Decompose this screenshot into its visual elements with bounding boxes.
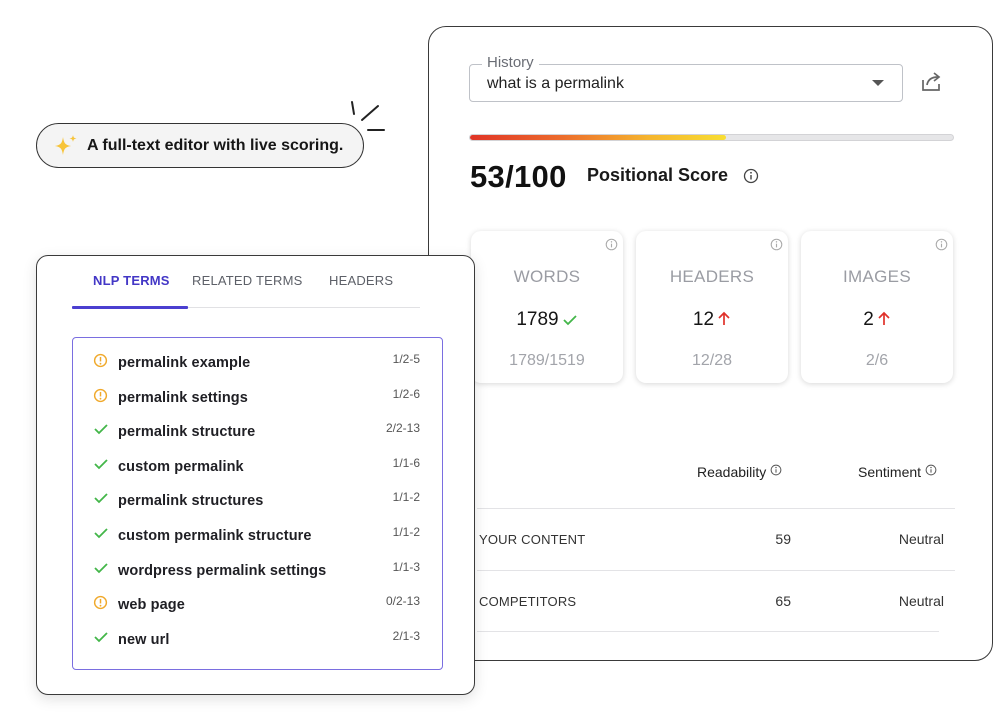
divider xyxy=(477,631,939,632)
stat-value: 12 xyxy=(636,309,788,331)
term-row[interactable]: permalink structures 1/1-2 xyxy=(73,490,442,516)
term-row[interactable]: permalink structure 2/2-13 xyxy=(73,421,442,447)
term-row[interactable]: new url 2/1-3 xyxy=(73,629,442,655)
share-button[interactable] xyxy=(919,70,943,94)
stat-name: WORDS xyxy=(513,267,581,286)
stat-value: 1789 xyxy=(471,309,623,331)
check-icon xyxy=(93,630,109,649)
row-sentiment-value: Neutral xyxy=(898,593,944,609)
info-icon[interactable] xyxy=(743,168,759,184)
stat-sub: 2/6 xyxy=(865,352,889,369)
history-value: what is a permalink xyxy=(487,75,624,92)
check-icon xyxy=(93,422,109,441)
caret-down-icon xyxy=(872,80,884,86)
score-progress-fill xyxy=(470,135,726,140)
info-icon[interactable] xyxy=(925,464,937,476)
info-icon[interactable] xyxy=(770,238,783,251)
term-name: permalink settings xyxy=(118,389,248,406)
term-row[interactable]: wordpress permalink settings 1/1-3 xyxy=(73,560,442,586)
warning-icon xyxy=(93,353,108,373)
check-icon xyxy=(93,491,109,510)
term-name: new url xyxy=(118,631,170,648)
row-readability-value: 65 xyxy=(775,593,791,609)
term-name: permalink structure xyxy=(118,424,256,441)
arrow-up-icon xyxy=(718,311,730,325)
badge-text: A full-text editor with live scoring. xyxy=(87,136,344,154)
check-icon xyxy=(93,457,109,476)
terms-list: permalink example 1/2-5 permalink settings… xyxy=(72,337,443,670)
tabs-divider xyxy=(72,307,420,308)
term-row[interactable]: custom permalink structure 1/1-2 xyxy=(73,525,442,551)
term-name: permalink example xyxy=(118,355,251,371)
divider xyxy=(477,508,955,509)
term-row[interactable]: permalink settings 1/2-6 xyxy=(73,387,442,413)
term-count: 1/1-2 xyxy=(392,490,420,505)
term-row[interactable]: permalink example 1/2-5 xyxy=(73,352,442,378)
term-count: 1/1-3 xyxy=(392,559,420,574)
terms-panel: NLP TERMS RELATED TERMS HEADERS permalin… xyxy=(36,255,475,695)
tab-nlp-terms[interactable]: NLP TERMS xyxy=(93,273,170,288)
term-name: web page xyxy=(118,597,185,614)
burst-lines-icon xyxy=(351,101,385,131)
score-label: Positional Score xyxy=(587,165,729,185)
check-icon xyxy=(563,315,577,326)
stat-value: 2 xyxy=(801,309,953,331)
row-sentiment-value: Neutral xyxy=(898,531,944,547)
stat-sub: 1789/1519 xyxy=(509,352,585,369)
row-label-competitors: COMPETITORS xyxy=(479,594,577,609)
stat-sub: 12/28 xyxy=(691,352,733,369)
stat-card-words: WORDS 1789 1789/1519 xyxy=(471,231,623,383)
tab-related-terms[interactable]: RELATED TERMS xyxy=(192,273,303,288)
term-count: 1/2-5 xyxy=(392,352,420,366)
stat-name: HEADERS xyxy=(669,267,755,286)
share-icon xyxy=(922,72,941,91)
row-readability-value: 59 xyxy=(775,531,791,547)
score-panel: History what is a permalink 53/100 Posit… xyxy=(428,26,993,661)
stat-card-images: IMAGES 2 2/6 xyxy=(801,231,953,383)
warning-icon xyxy=(93,595,108,615)
stat-card-headers: HEADERS 12 12/28 xyxy=(636,231,788,383)
row-label-your-content: YOUR CONTENT xyxy=(479,532,586,547)
info-icon[interactable] xyxy=(935,238,948,251)
history-select[interactable]: History what is a permalink xyxy=(469,54,903,102)
term-count: 1/1-6 xyxy=(392,455,420,470)
divider xyxy=(477,570,955,571)
term-count: 0/2-13 xyxy=(385,594,420,609)
sentiment-header: Sentiment xyxy=(858,464,937,480)
stat-name: IMAGES xyxy=(843,267,911,286)
active-tab-indicator xyxy=(72,306,188,309)
sparkles-icon xyxy=(53,134,79,158)
term-count: 1/2-6 xyxy=(392,386,420,401)
check-icon xyxy=(93,526,109,545)
term-row[interactable]: custom permalink 1/1-6 xyxy=(73,456,442,482)
info-icon[interactable] xyxy=(770,464,782,476)
readability-header: Readability xyxy=(697,464,782,480)
tab-headers[interactable]: HEADERS xyxy=(329,273,394,288)
term-row[interactable]: web page 0/2-13 xyxy=(73,594,442,620)
warning-icon xyxy=(93,388,108,408)
check-icon xyxy=(93,561,109,580)
term-count: 2/2-13 xyxy=(385,421,420,436)
term-name: permalink structures xyxy=(118,493,264,510)
arrow-up-icon xyxy=(878,311,890,325)
score-progress-bar xyxy=(469,134,954,141)
score-value: 53/100 xyxy=(470,159,567,194)
term-name: wordpress permalink settings xyxy=(118,562,327,579)
feature-badge: A full-text editor with live scoring. xyxy=(36,123,364,168)
term-count: 1/1-2 xyxy=(392,525,420,539)
term-name: custom permalink structure xyxy=(118,528,312,544)
history-label: History xyxy=(482,54,539,71)
term-name: custom permalink xyxy=(118,458,244,475)
term-count: 2/1-3 xyxy=(392,628,420,643)
info-icon[interactable] xyxy=(605,238,618,251)
